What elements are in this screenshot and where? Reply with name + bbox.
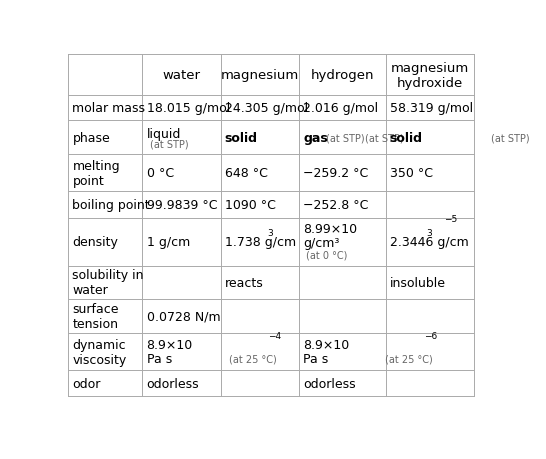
Text: solubility in
water: solubility in water [73,269,144,297]
Text: molar mass: molar mass [73,102,145,115]
Text: −5: −5 [444,215,458,224]
Text: 0 °C: 0 °C [146,167,174,180]
Text: Pa s: Pa s [146,352,172,365]
Text: (at STP): (at STP) [365,133,403,143]
Text: melting
point: melting point [73,159,120,187]
Text: liquid: liquid [146,128,181,140]
Text: odor: odor [73,377,101,390]
Text: (at 25 °C): (at 25 °C) [385,353,433,364]
Text: phase: phase [73,131,110,145]
Text: (at STP): (at STP) [491,133,530,143]
Text: 3: 3 [268,228,274,237]
Text: 648 °C: 648 °C [225,167,268,180]
Text: dynamic
viscosity: dynamic viscosity [73,338,127,366]
Text: 1 g/cm: 1 g/cm [146,236,190,249]
Text: reacts: reacts [225,276,264,289]
Text: odorless: odorless [146,377,199,390]
Text: 24.305 g/mol: 24.305 g/mol [225,102,308,115]
Text: density: density [73,236,118,249]
Text: water: water [163,69,200,82]
Text: 2.3446 g/cm: 2.3446 g/cm [390,236,468,249]
Text: 0.0728 N/m: 0.0728 N/m [146,310,220,323]
Text: 99.9839 °C: 99.9839 °C [146,199,217,212]
Text: 18.015 g/mol: 18.015 g/mol [146,102,230,115]
Text: magnesium
hydroxide: magnesium hydroxide [391,62,469,90]
Text: −259.2 °C: −259.2 °C [303,167,369,180]
Text: Pa s: Pa s [303,352,328,365]
Text: 8.9×10: 8.9×10 [303,339,349,352]
Text: 1090 °C: 1090 °C [225,199,276,212]
Text: odorless: odorless [303,377,356,390]
Text: 8.9×10: 8.9×10 [146,339,193,352]
Text: insoluble: insoluble [390,276,446,289]
Text: (at 0 °C): (at 0 °C) [306,250,348,260]
Text: solid: solid [225,131,258,145]
Text: (at STP): (at STP) [150,139,188,149]
Text: 8.99×10: 8.99×10 [303,222,357,235]
Text: 58.319 g/mol: 58.319 g/mol [390,102,473,115]
Text: gas: gas [303,131,328,145]
Text: g/cm³: g/cm³ [303,237,340,250]
Text: 350 °C: 350 °C [390,167,433,180]
Text: −4: −4 [268,331,281,340]
Text: boiling point: boiling point [73,199,150,212]
Text: (at 25 °C): (at 25 °C) [229,353,276,364]
Text: −252.8 °C: −252.8 °C [303,199,369,212]
Text: −6: −6 [424,331,437,340]
Text: hydrogen: hydrogen [311,69,374,82]
Text: 3: 3 [426,228,432,237]
Text: solid: solid [390,131,423,145]
Text: 2.016 g/mol: 2.016 g/mol [303,102,378,115]
Text: (at STP): (at STP) [326,133,365,143]
Text: 1.738 g/cm: 1.738 g/cm [225,236,296,249]
Text: surface
tension: surface tension [73,302,119,330]
Text: magnesium: magnesium [221,69,299,82]
